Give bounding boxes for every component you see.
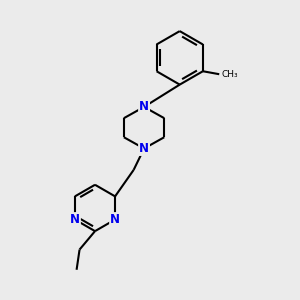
Text: N: N — [70, 213, 80, 226]
Text: CH₃: CH₃ — [221, 70, 238, 79]
Text: N: N — [139, 142, 149, 155]
Text: N: N — [110, 213, 120, 226]
Text: N: N — [139, 100, 149, 113]
